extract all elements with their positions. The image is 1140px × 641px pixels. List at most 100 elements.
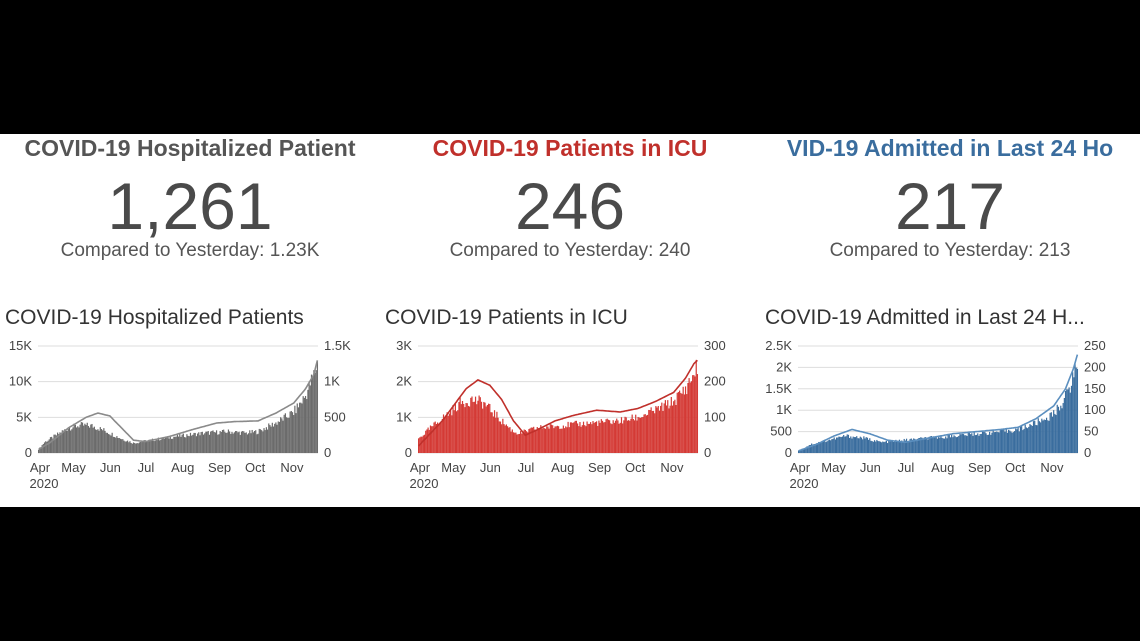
bar — [1002, 429, 1004, 453]
bar — [194, 432, 196, 453]
bar — [275, 422, 277, 453]
bar — [81, 422, 84, 453]
bar — [826, 441, 828, 453]
bar — [183, 437, 186, 453]
bar — [594, 422, 596, 453]
bar — [441, 418, 443, 453]
bar — [1016, 429, 1018, 453]
bar — [607, 419, 610, 453]
bar — [558, 426, 560, 453]
bar — [814, 444, 816, 453]
bar — [291, 412, 294, 453]
bar — [1043, 419, 1045, 453]
bar — [872, 441, 874, 453]
bar — [246, 434, 249, 453]
bar — [128, 442, 130, 453]
bar — [849, 437, 851, 453]
bar — [479, 397, 481, 453]
bar — [675, 404, 677, 453]
bar — [909, 438, 911, 453]
bar — [302, 396, 304, 453]
bar — [598, 420, 600, 453]
bar — [148, 439, 150, 453]
bar — [256, 434, 258, 453]
bar — [616, 418, 618, 453]
bar — [624, 416, 626, 453]
panel-admitted: VID-19 Admitted in Last 24 Ho 217 Compar… — [760, 134, 1140, 507]
bar — [591, 424, 593, 453]
bar — [1072, 372, 1074, 453]
bar — [832, 438, 834, 453]
bar — [51, 436, 53, 453]
bar — [641, 417, 643, 453]
bar — [943, 438, 946, 453]
bar — [531, 427, 534, 453]
bar — [66, 430, 68, 453]
bar — [894, 440, 896, 453]
bar — [130, 442, 132, 453]
bar — [142, 441, 144, 453]
bar — [176, 434, 179, 453]
bar — [189, 432, 192, 453]
bar — [1022, 430, 1024, 453]
bar — [980, 433, 982, 453]
x-tick-label: Sep — [588, 460, 611, 475]
bar — [61, 430, 63, 453]
bar — [877, 441, 879, 453]
bar — [846, 434, 848, 453]
bar — [214, 432, 216, 453]
bar — [946, 438, 948, 453]
bar — [901, 440, 903, 453]
bar — [563, 428, 566, 453]
bar — [891, 440, 893, 453]
bar — [476, 404, 478, 453]
bar — [225, 433, 227, 453]
bar — [224, 431, 226, 453]
bar — [105, 432, 107, 453]
bar — [172, 438, 174, 453]
bar — [218, 434, 220, 453]
bar — [674, 399, 676, 453]
bar — [140, 441, 142, 453]
bar — [671, 405, 674, 453]
bar — [968, 433, 971, 453]
bar — [86, 422, 88, 453]
bar — [920, 437, 922, 453]
bar — [485, 406, 487, 453]
bar — [55, 435, 58, 453]
bar — [1053, 410, 1055, 453]
bar — [1064, 391, 1067, 453]
bar — [975, 434, 978, 453]
bar — [960, 434, 962, 453]
bar — [1025, 427, 1028, 453]
bar — [136, 443, 138, 453]
bar — [1023, 428, 1025, 453]
bar — [644, 414, 646, 453]
bar — [882, 441, 884, 453]
bar — [307, 389, 309, 453]
bar — [100, 429, 103, 453]
bar — [109, 434, 111, 453]
bar — [496, 411, 498, 453]
bar — [484, 402, 486, 453]
bar — [694, 376, 696, 453]
bar — [1076, 368, 1079, 453]
bar — [97, 429, 99, 453]
bar — [998, 432, 1000, 453]
bar — [473, 401, 475, 453]
bar — [465, 403, 467, 453]
bar — [902, 441, 904, 453]
bar — [425, 430, 427, 453]
bar — [926, 437, 928, 453]
bar — [664, 400, 666, 453]
bar — [123, 440, 125, 453]
bar — [295, 413, 297, 453]
bar — [806, 446, 808, 453]
bar — [690, 381, 693, 453]
bar — [145, 441, 148, 453]
bar — [958, 435, 960, 453]
bar — [696, 374, 699, 453]
bar — [262, 431, 264, 453]
bar — [970, 434, 972, 453]
bar — [883, 442, 885, 453]
